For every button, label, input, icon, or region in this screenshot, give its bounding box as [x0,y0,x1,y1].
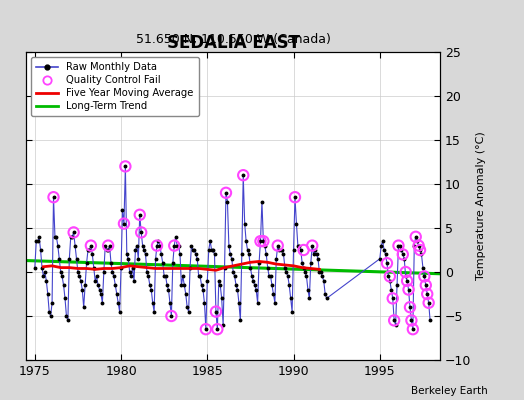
Point [383,260,391,266]
Point [256,238,265,244]
Point [136,212,144,218]
Point [212,308,220,315]
Legend: Raw Monthly Data, Quality Control Fail, Five Year Moving Average, Long-Term Tren: Raw Monthly Data, Quality Control Fail, … [31,57,199,116]
Title: SEDALIA EAST: SEDALIA EAST [167,34,300,52]
Point [388,295,397,302]
Point [213,326,222,332]
Point [409,326,417,332]
Point [424,300,433,306]
Text: Berkeley Earth: Berkeley Earth [411,386,487,396]
Point [416,247,424,253]
Point [401,269,410,275]
Point [420,273,429,280]
Point [407,317,416,324]
Point [222,190,230,196]
Y-axis label: Temperature Anomaly (°C): Temperature Anomaly (°C) [476,132,486,280]
Point [120,220,128,227]
Point [137,229,145,236]
Point [202,326,210,332]
Text: 51.650 N, 110.550 W (Canada): 51.650 N, 110.550 W (Canada) [136,33,331,46]
Point [414,242,423,249]
Point [390,317,398,324]
Point [86,242,95,249]
Point [259,238,268,244]
Point [423,291,431,297]
Point [153,242,161,249]
Point [121,163,129,170]
Point [308,242,316,249]
Point [291,194,299,200]
Point [405,286,413,293]
Point [403,278,411,284]
Point [399,251,407,258]
Point [299,247,308,253]
Point [170,242,179,249]
Point [411,234,420,240]
Point [239,172,247,178]
Point [394,242,402,249]
Point [422,282,430,288]
Point [49,194,58,200]
Point [104,242,112,249]
Point [406,304,414,310]
Point [386,273,394,280]
Point [167,313,176,319]
Point [70,229,78,236]
Point [274,242,282,249]
